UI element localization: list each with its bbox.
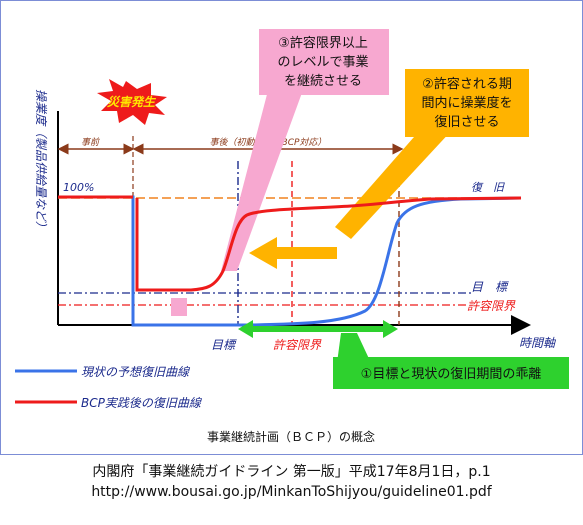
source-url: http://www.bousai.go.jp/MinkanToShijyou/…: [91, 484, 492, 500]
yellow-callout-line2: 間内に操業度を: [421, 95, 512, 111]
green-callout-box: [333, 357, 569, 389]
bottom-tolerance-label: 許容限界: [273, 338, 322, 352]
pink-callout-line3: を継続させる: [284, 74, 362, 89]
yellow-callout-line3: 復旧させる: [434, 114, 499, 130]
green-callout-text: ①目標と現状の復旧期間の乖離: [361, 366, 542, 382]
phase-before-label: 事前: [81, 137, 101, 148]
pink-callout-arrow: [221, 79, 307, 271]
source-citation: 内閣府「事業継続ガイドライン 第一版」平成17年8月1日，p.1 http://…: [0, 462, 583, 502]
pink-callout-line2: のレベルで事業: [277, 54, 368, 70]
green-gap-arrow: [238, 320, 398, 338]
tolerance-label: 許容限界: [467, 299, 516, 313]
pink-callout-box: [259, 29, 389, 95]
target-label: 目 標: [471, 280, 509, 294]
yellow-callout-arrow: [335, 129, 453, 239]
pink-callout-line1: ③許容限界以上: [278, 35, 368, 51]
legend-current-label: 現状の予想復旧曲線: [81, 365, 191, 379]
tolerance-gap-marker: [171, 298, 187, 316]
bottom-target-label: 目標: [211, 338, 237, 352]
figure-caption: 事業継続計画（ＢＣＰ）の概念: [207, 429, 375, 444]
disaster-burst-icon: [97, 79, 167, 125]
level-100-label: 100%: [63, 181, 94, 194]
legend-bcp-label: BCP実践後の復旧曲線: [81, 396, 203, 410]
current-recovery-curve: [58, 195, 522, 327]
y-axis-label: 操業度（製品供給量など）: [34, 89, 48, 233]
yellow-callout-box: [405, 69, 529, 137]
bcp-recovery-curve: [58, 195, 522, 292]
bcp-diagram: 操業度（製品供給量など） 時間軸 100% 事前 事後（初動対応＆BCP対応） …: [15, 29, 569, 444]
green-callout-pointer: [337, 333, 371, 363]
recovery-label: 復 旧: [471, 181, 505, 194]
shift-left-arrow: [249, 237, 337, 269]
x-axis-label: 時間軸: [519, 336, 557, 350]
bcp-concept-figure: 操業度（製品供給量など） 時間軸 100% 事前 事後（初動対応＆BCP対応） …: [0, 0, 583, 455]
disaster-label: 災害発生: [107, 95, 157, 109]
source-line1: 内閣府「事業継続ガイドライン 第一版」平成17年8月1日，p.1: [92, 464, 491, 480]
yellow-callout-line1: ②許容される期: [422, 76, 512, 92]
